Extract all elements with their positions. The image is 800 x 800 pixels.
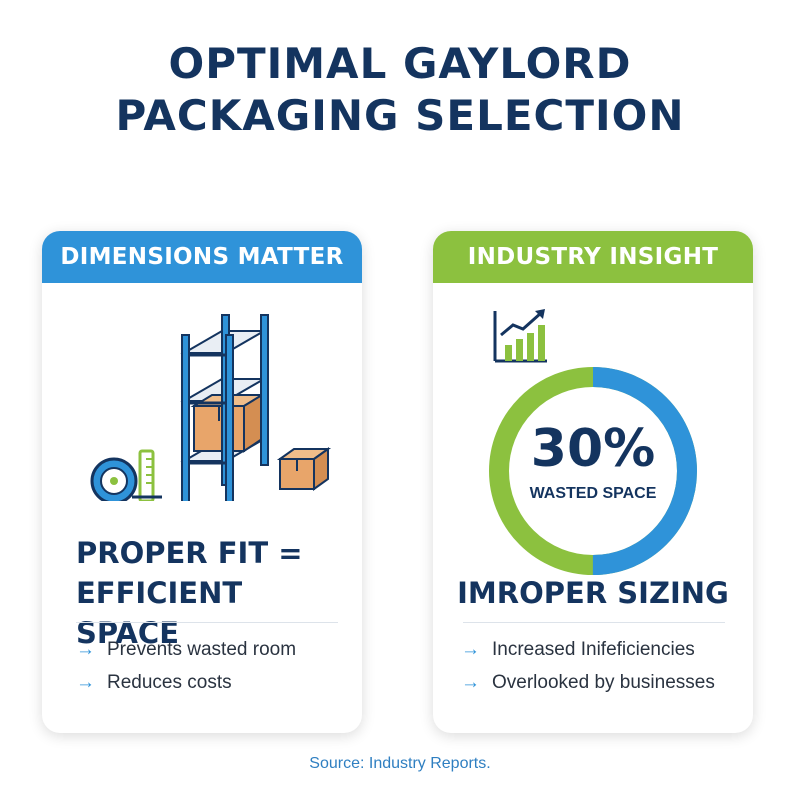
dimensions-card-header: DIMENSIONS MATTER xyxy=(42,231,362,283)
source-note: Source: Industry Reports. xyxy=(309,755,491,772)
proper-fit-heading: PROPER FIT = EFFICIENT SPACE xyxy=(76,533,346,653)
heading-line-2: EFFICIENT SPACE xyxy=(76,576,243,650)
divider xyxy=(463,622,725,623)
title-line-2: PACKAGING SELECTION xyxy=(115,91,685,140)
stat-value: 30% xyxy=(530,419,656,479)
title-line-1: OPTIMAL GAYLORD xyxy=(168,39,632,88)
stat-label: WASTED SPACE xyxy=(529,485,657,502)
wasted-space-donut: 30% WASTED SPACE xyxy=(483,361,703,581)
list-item: → Increased Inifeficiencies xyxy=(461,639,695,660)
bar-chart-growth-icon xyxy=(493,309,547,363)
list-item: → Prevents wasted room xyxy=(76,639,297,660)
donut-value-arc xyxy=(489,367,697,575)
warehouse-illustration xyxy=(90,314,332,501)
insight-list: → Increased Inifeficiencies → Overlooked b… xyxy=(461,633,715,699)
benefits-list: → Prevents wasted room → Reduces costs xyxy=(76,633,296,699)
tape-measure-icon xyxy=(90,449,162,501)
improper-sizing-heading: IMROPER SIZING xyxy=(457,576,729,610)
cardboard-box-icon xyxy=(276,447,332,491)
list-item: → Reduces costs xyxy=(76,672,232,693)
arrow-right-icon: → xyxy=(461,639,480,660)
industry-insight-header: INDUSTRY INSIGHT xyxy=(433,231,753,283)
industry-insight-card: INDUSTRY INSIGHT 30% WASTED SPACE IMROPE… xyxy=(433,231,753,733)
arrow-right-icon: → xyxy=(76,672,95,693)
list-item: → Overlooked by businesses xyxy=(461,672,715,693)
arrow-right-icon: → xyxy=(76,639,95,660)
dimensions-card: DIMENSIONS MATTER xyxy=(42,231,362,733)
page-title: OPTIMAL GAYLORD PACKAGING SELECTION xyxy=(0,38,800,142)
pallet-rack-icon xyxy=(180,314,269,501)
donut-chart xyxy=(489,367,697,575)
divider xyxy=(76,622,338,623)
arrow-right-icon: → xyxy=(461,672,480,693)
heading-line-1: PROPER FIT = xyxy=(76,536,303,570)
